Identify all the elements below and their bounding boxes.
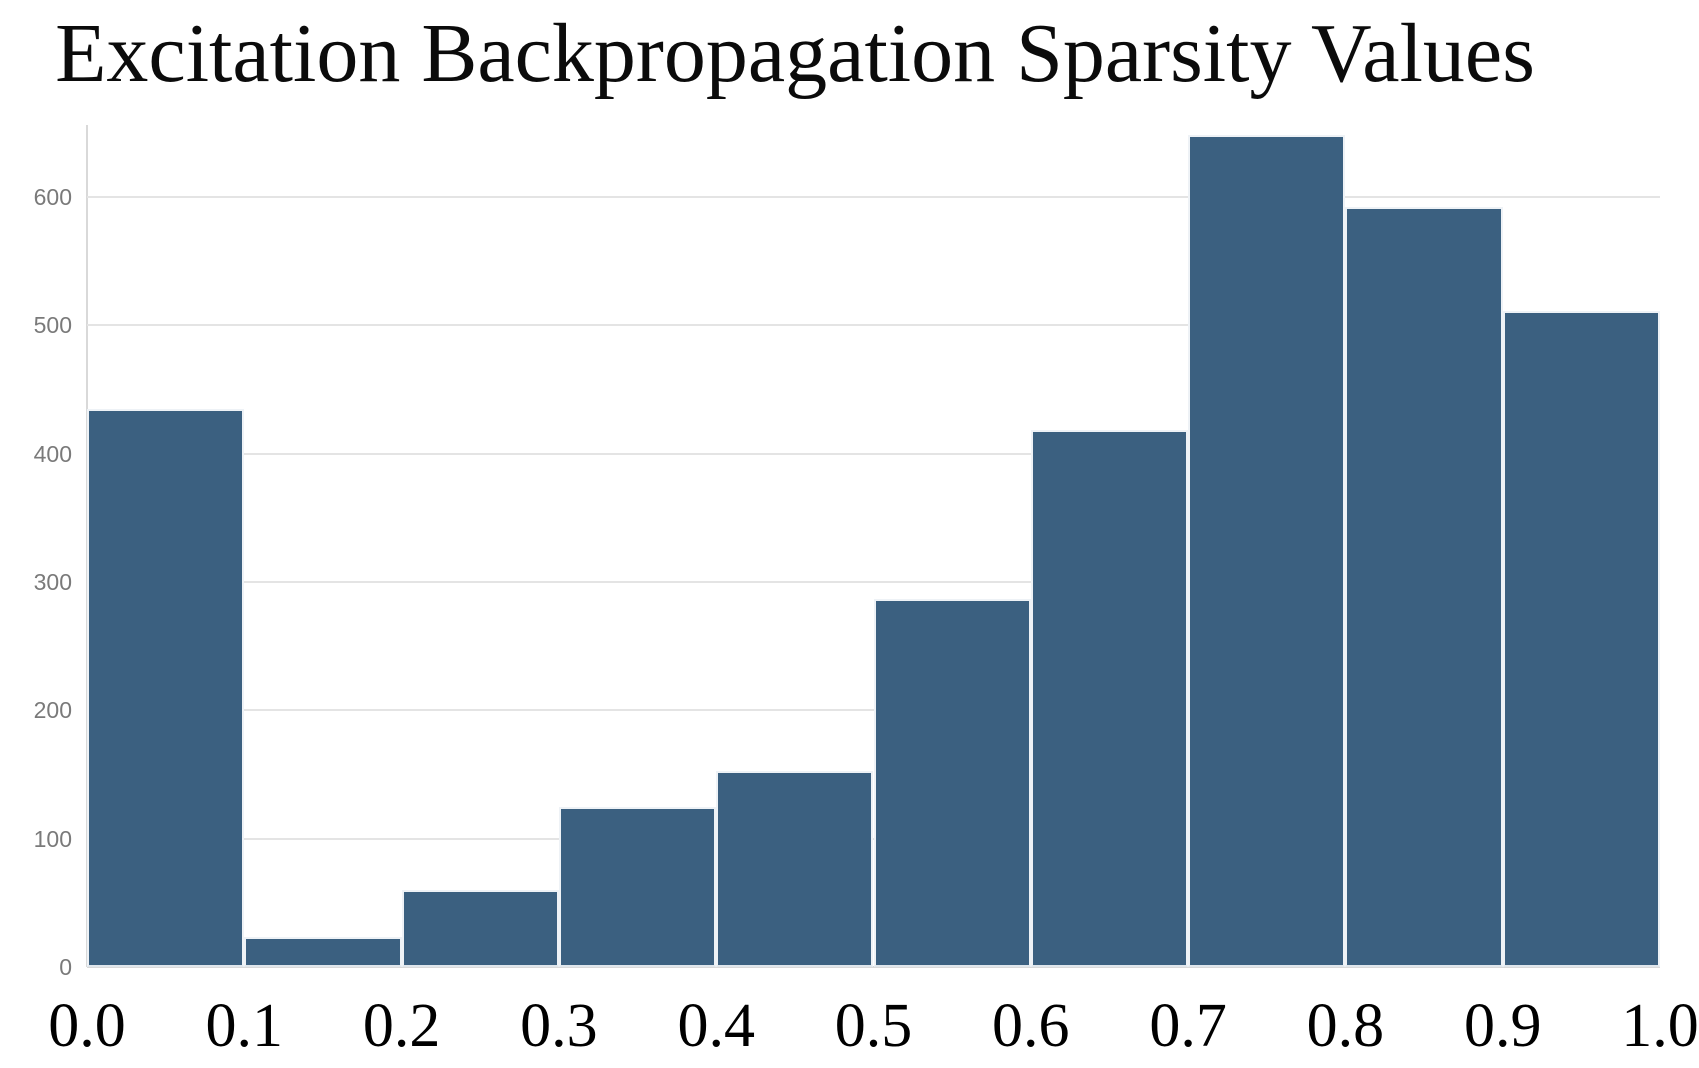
y-tick-label-500: 500 — [33, 312, 72, 339]
y-tick-label-100: 100 — [33, 825, 72, 852]
x-tick-label-0.8: 0.8 — [1306, 992, 1385, 1060]
x-tick-label-0.5: 0.5 — [834, 992, 913, 1060]
y-tick-label-0: 0 — [59, 954, 72, 980]
histogram-bar-0.3-0.4 — [558, 806, 717, 967]
plot-area — [86, 125, 1660, 968]
chart-title: Excitation Backpropagation Sparsity Valu… — [55, 7, 1535, 100]
histogram-bar-0.7-0.8 — [1188, 135, 1346, 967]
histogram-bar-0.5-0.6 — [873, 598, 1031, 967]
gridline-y-300 — [87, 580, 1660, 583]
histogram-bar-0.4-0.5 — [716, 770, 874, 967]
x-tick-label-0.0: 0.0 — [48, 992, 126, 1060]
histogram-bar-0.8-0.9 — [1345, 207, 1503, 967]
x-tick-label-0.3: 0.3 — [520, 992, 598, 1060]
x-axis-line — [87, 966, 1660, 968]
x-tick-label-1.0: 1.0 — [1621, 992, 1699, 1060]
histogram-bar-0.0-0.1 — [87, 408, 245, 967]
x-tick-label-0.6: 0.6 — [992, 992, 1070, 1060]
y-tick-label-200: 200 — [33, 697, 72, 724]
x-tick-label-0.9: 0.9 — [1463, 992, 1542, 1060]
x-tick-label-0.7: 0.7 — [1149, 992, 1227, 1060]
x-tick-label-0.4: 0.4 — [677, 992, 755, 1060]
histogram-bar-0.9-1.0 — [1502, 311, 1660, 967]
gridline-y-400 — [87, 452, 1660, 455]
y-tick-label-600: 600 — [33, 183, 72, 210]
histogram-bar-0.6-0.7 — [1030, 430, 1189, 967]
x-tick-label-0.1: 0.1 — [205, 992, 284, 1060]
x-tick-label-0.2: 0.2 — [362, 992, 441, 1060]
gridline-y-600 — [87, 195, 1660, 198]
histogram-bar-0.1-0.2 — [244, 937, 402, 967]
histogram-bar-0.2-0.3 — [401, 890, 559, 967]
y-tick-label-400: 400 — [33, 440, 72, 467]
gridline-y-500 — [87, 324, 1660, 327]
y-tick-label-300: 300 — [33, 568, 72, 595]
